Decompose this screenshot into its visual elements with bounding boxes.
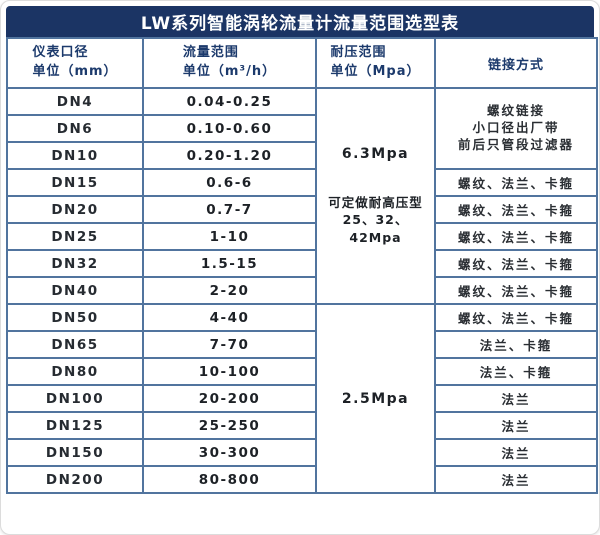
flow-cell: 1.5-15: [142, 249, 317, 278]
connection-cell: 法兰: [434, 465, 598, 494]
flow-cell: 0.04-0.25: [142, 87, 317, 116]
connection-cell: 螺纹、法兰、卡箍: [434, 303, 598, 332]
table-row: DN6 0.10-0.60: [6, 114, 597, 143]
connection-cell: 螺纹、法兰、卡箍: [434, 168, 598, 197]
flow-cell: 0.10-0.60: [142, 114, 317, 143]
column-header-connection-line1: 链接方式: [487, 57, 544, 73]
connection-small-line3: 前后只管段过滤器: [457, 136, 574, 152]
connection-cell: 螺纹、法兰、卡箍: [434, 222, 598, 251]
connection-small-line1: 螺纹链接: [486, 103, 545, 119]
connection-cell: 法兰: [434, 411, 598, 440]
diameter-cell: DN25: [6, 222, 144, 251]
column-header-diameter-line2: 单位（mm）: [32, 64, 118, 79]
diameter-cell: DN6: [6, 114, 144, 143]
flow-cell: 0.20-1.20: [142, 141, 317, 170]
pressure-note-line2: 25、32、42Mpa: [342, 212, 409, 245]
connection-cell-small-bore: 螺纹链接 小口径出厂带 前后只管段过滤器: [434, 87, 598, 170]
pressure-note-line1: 可定做耐高压型: [328, 194, 423, 210]
diameter-cell: DN65: [6, 330, 144, 359]
connection-cell: 螺纹、法兰、卡箍: [434, 276, 598, 305]
table-row: DN65 7-70 法兰、卡箍: [6, 330, 598, 359]
diameter-cell: DN32: [6, 249, 144, 278]
flow-range-selection-table: 仪表口径 单位（mm） 流量范围 单位（m³/h） 耐压范围 单位（Mpa）: [6, 37, 598, 494]
pressure-cell-low-group: 2.5Mpa: [315, 303, 436, 494]
pressure-cell-high-group: 6.3Mpa 可定做耐高压型 25、32、42Mpa: [315, 87, 436, 305]
connection-cell: 法兰、卡箍: [434, 357, 598, 386]
column-header-diameter-line1: 仪表口径: [32, 45, 89, 61]
diameter-cell: DN15: [6, 168, 144, 197]
column-header-connection: 链接方式: [434, 37, 598, 89]
diameter-cell: DN50: [6, 303, 144, 332]
flow-cell: 80-800: [142, 465, 317, 494]
flow-cell: 20-200: [142, 384, 317, 413]
column-header-pressure: 耐压范围 单位（Mpa）: [315, 37, 436, 89]
table-row: DN80 10-100 法兰、卡箍: [6, 357, 598, 386]
column-header-pressure-line1: 耐压范围: [330, 45, 387, 61]
flow-cell: 7-70: [142, 330, 317, 359]
diameter-cell: DN150: [6, 438, 144, 467]
diameter-cell: DN4: [6, 87, 144, 116]
column-header-diameter: 仪表口径 单位（mm）: [6, 37, 144, 89]
table-row: DN125 25-250 法兰: [6, 411, 598, 440]
connection-cell: 螺纹、法兰、卡箍: [434, 249, 598, 278]
flow-cell: 25-250: [142, 411, 317, 440]
table-row: DN10 0.20-1.20: [6, 141, 597, 170]
diameter-cell: DN125: [6, 411, 144, 440]
flow-cell: 10-100: [142, 357, 317, 386]
table-row: DN15 0.6-6 螺纹、法兰、卡箍: [6, 168, 598, 197]
diameter-cell: DN40: [6, 276, 144, 305]
diameter-cell: DN200: [6, 465, 144, 494]
connection-cell: 螺纹、法兰、卡箍: [434, 195, 598, 224]
table-row: DN50 4-40 2.5Mpa 螺纹、法兰、卡箍: [6, 303, 598, 494]
table-row: DN25 1-10 螺纹、法兰、卡箍: [6, 222, 598, 251]
flow-cell: 1-10: [142, 222, 317, 251]
table-row: DN150 30-300 法兰: [6, 438, 598, 467]
column-header-flow-line2: 单位（m³/h）: [182, 64, 277, 79]
table-row: DN200 80-800 法兰: [6, 465, 598, 494]
table-row: DN32 1.5-15 螺纹、法兰、卡箍: [6, 249, 598, 278]
page-title: LW系列智能涡轮流量计流量范围选型表: [6, 6, 594, 37]
table-row: DN40 2-20 螺纹、法兰、卡箍: [6, 276, 598, 305]
pressure-value: 2.5Mpa: [341, 390, 410, 407]
column-header-flow-line1: 流量范围: [182, 45, 239, 61]
table-row: DN4 0.04-0.25 6.3Mpa 可定做耐高压型 25、32、42Mpa…: [6, 87, 598, 305]
diameter-cell: DN20: [6, 195, 144, 224]
diameter-cell: DN100: [6, 384, 144, 413]
header-row: 仪表口径 单位（mm） 流量范围 单位（m³/h） 耐压范围 单位（Mpa）: [6, 37, 598, 89]
diameter-cell: DN10: [6, 141, 144, 170]
column-header-flow-range: 流量范围 单位（m³/h）: [142, 37, 317, 89]
connection-cell: 法兰: [434, 438, 598, 467]
table-row: DN20 0.7-7 螺纹、法兰、卡箍: [6, 195, 598, 224]
connection-small-line2: 小口径出厂带: [472, 120, 560, 136]
flow-cell: 2-20: [142, 276, 317, 305]
pressure-value: 6.3Mpa: [341, 145, 410, 162]
flow-cell: 30-300: [142, 438, 317, 467]
table-row: DN100 20-200 法兰: [6, 384, 598, 413]
connection-cell: 法兰、卡箍: [434, 330, 598, 359]
flow-cell: 4-40: [142, 303, 317, 332]
flow-cell: 0.7-7: [142, 195, 317, 224]
diameter-cell: DN80: [6, 357, 144, 386]
flow-cell: 0.6-6: [142, 168, 317, 197]
column-header-pressure-line2: 单位（Mpa）: [330, 64, 421, 79]
connection-cell: 法兰: [434, 384, 598, 413]
